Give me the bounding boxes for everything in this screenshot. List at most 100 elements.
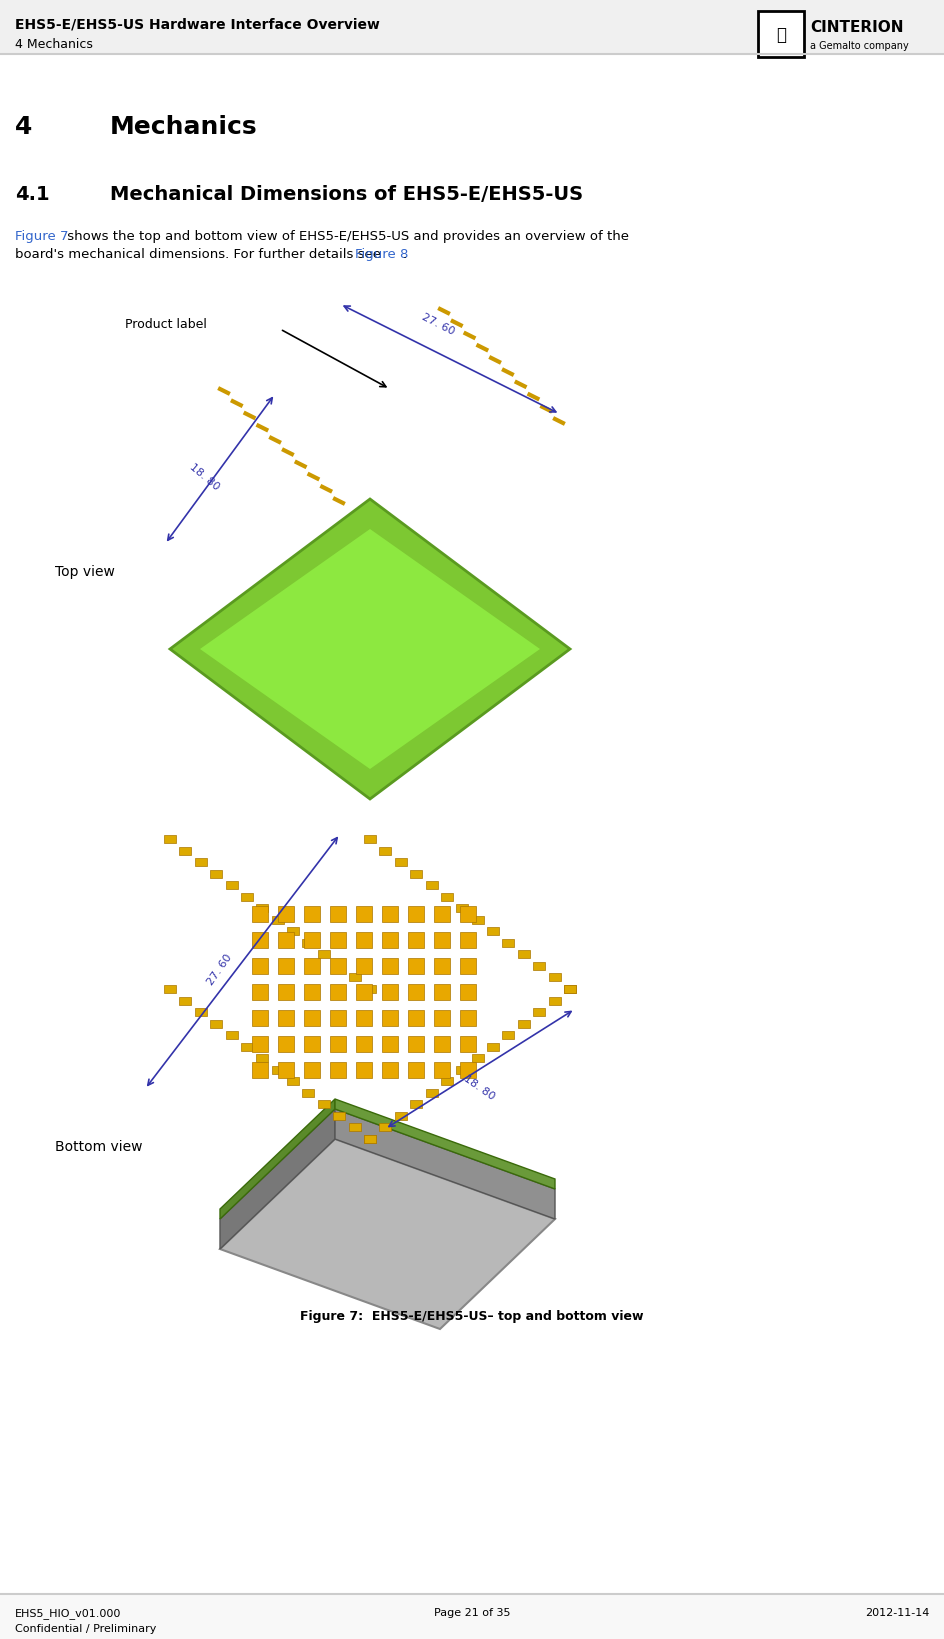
FancyBboxPatch shape xyxy=(548,974,560,982)
FancyBboxPatch shape xyxy=(317,951,329,959)
FancyBboxPatch shape xyxy=(425,882,437,890)
FancyBboxPatch shape xyxy=(517,1019,530,1028)
Text: Figure 7:  EHS5-E/EHS5-US– top and bottom view: Figure 7: EHS5-E/EHS5-US– top and bottom… xyxy=(300,1310,643,1323)
Text: 27. 60: 27. 60 xyxy=(419,311,456,336)
FancyBboxPatch shape xyxy=(304,933,320,949)
FancyBboxPatch shape xyxy=(329,933,346,949)
FancyBboxPatch shape xyxy=(287,1078,298,1085)
FancyBboxPatch shape xyxy=(356,906,372,923)
FancyBboxPatch shape xyxy=(395,859,406,867)
Text: 2012-11-14: 2012-11-14 xyxy=(865,1606,929,1618)
FancyBboxPatch shape xyxy=(278,1062,294,1078)
FancyBboxPatch shape xyxy=(329,959,346,975)
FancyBboxPatch shape xyxy=(333,962,345,970)
FancyBboxPatch shape xyxy=(433,906,449,923)
FancyBboxPatch shape xyxy=(252,985,268,1000)
Polygon shape xyxy=(334,1100,554,1190)
FancyBboxPatch shape xyxy=(564,985,576,993)
FancyBboxPatch shape xyxy=(433,1010,449,1026)
Text: board's mechanical dimensions. For further details see: board's mechanical dimensions. For furth… xyxy=(15,247,385,261)
FancyBboxPatch shape xyxy=(433,933,449,949)
FancyBboxPatch shape xyxy=(356,1010,372,1026)
FancyBboxPatch shape xyxy=(410,870,422,879)
FancyBboxPatch shape xyxy=(460,1010,476,1026)
FancyBboxPatch shape xyxy=(363,836,376,844)
FancyBboxPatch shape xyxy=(441,893,452,901)
FancyBboxPatch shape xyxy=(456,1065,468,1074)
FancyBboxPatch shape xyxy=(363,985,376,993)
Text: 4 Mechanics: 4 Mechanics xyxy=(15,38,93,51)
FancyBboxPatch shape xyxy=(408,985,424,1000)
FancyBboxPatch shape xyxy=(356,1062,372,1078)
FancyBboxPatch shape xyxy=(252,959,268,975)
FancyBboxPatch shape xyxy=(441,1078,452,1085)
FancyBboxPatch shape xyxy=(304,1010,320,1026)
FancyBboxPatch shape xyxy=(486,928,498,936)
FancyBboxPatch shape xyxy=(363,1136,376,1144)
FancyBboxPatch shape xyxy=(348,974,361,982)
FancyBboxPatch shape xyxy=(757,11,803,57)
Polygon shape xyxy=(220,1139,554,1329)
Text: 📶: 📶 xyxy=(775,26,785,44)
FancyBboxPatch shape xyxy=(194,1008,207,1016)
FancyBboxPatch shape xyxy=(164,985,176,993)
FancyBboxPatch shape xyxy=(408,959,424,975)
FancyBboxPatch shape xyxy=(329,1036,346,1052)
FancyBboxPatch shape xyxy=(348,1124,361,1133)
Text: Page 21 of 35: Page 21 of 35 xyxy=(433,1606,510,1618)
Bar xyxy=(0,1595,944,1639)
FancyBboxPatch shape xyxy=(363,1136,376,1144)
FancyBboxPatch shape xyxy=(287,928,298,936)
FancyBboxPatch shape xyxy=(471,1054,483,1062)
FancyBboxPatch shape xyxy=(381,985,397,1000)
FancyBboxPatch shape xyxy=(272,916,283,924)
FancyBboxPatch shape xyxy=(460,1062,476,1078)
FancyBboxPatch shape xyxy=(502,939,514,947)
FancyBboxPatch shape xyxy=(278,933,294,949)
FancyBboxPatch shape xyxy=(381,959,397,975)
FancyBboxPatch shape xyxy=(532,1008,545,1016)
FancyBboxPatch shape xyxy=(210,870,222,879)
Text: a Gemalto company: a Gemalto company xyxy=(809,41,908,51)
FancyBboxPatch shape xyxy=(532,962,545,970)
Text: Figure 7: Figure 7 xyxy=(15,229,68,243)
Polygon shape xyxy=(220,1110,334,1249)
FancyBboxPatch shape xyxy=(256,905,268,913)
FancyBboxPatch shape xyxy=(471,916,483,924)
Text: 18. 80: 18. 80 xyxy=(462,1074,497,1101)
FancyBboxPatch shape xyxy=(304,985,320,1000)
FancyBboxPatch shape xyxy=(460,933,476,949)
FancyBboxPatch shape xyxy=(460,985,476,1000)
Text: EHS5_HIO_v01.000: EHS5_HIO_v01.000 xyxy=(15,1606,121,1618)
Text: CINTERION: CINTERION xyxy=(809,20,902,36)
Text: 18. 80: 18. 80 xyxy=(188,461,221,492)
FancyBboxPatch shape xyxy=(379,1124,391,1133)
FancyBboxPatch shape xyxy=(379,847,391,856)
FancyBboxPatch shape xyxy=(302,939,314,947)
FancyBboxPatch shape xyxy=(256,1054,268,1062)
FancyBboxPatch shape xyxy=(278,959,294,975)
FancyBboxPatch shape xyxy=(408,933,424,949)
FancyBboxPatch shape xyxy=(356,1036,372,1052)
Text: Mechanical Dimensions of EHS5-E/EHS5-US: Mechanical Dimensions of EHS5-E/EHS5-US xyxy=(110,185,582,203)
Text: Figure 8: Figure 8 xyxy=(355,247,408,261)
FancyBboxPatch shape xyxy=(302,1090,314,1096)
Text: .: . xyxy=(402,247,407,261)
FancyBboxPatch shape xyxy=(329,1010,346,1026)
Text: 4.1: 4.1 xyxy=(15,185,50,203)
FancyBboxPatch shape xyxy=(517,951,530,959)
FancyBboxPatch shape xyxy=(381,1010,397,1026)
FancyBboxPatch shape xyxy=(408,906,424,923)
FancyBboxPatch shape xyxy=(194,859,207,867)
FancyBboxPatch shape xyxy=(329,1062,346,1078)
FancyBboxPatch shape xyxy=(408,1062,424,1078)
FancyBboxPatch shape xyxy=(333,1113,345,1119)
Text: 27. 60: 27. 60 xyxy=(205,952,233,987)
FancyBboxPatch shape xyxy=(304,906,320,923)
FancyBboxPatch shape xyxy=(304,959,320,975)
Text: EHS5-E/EHS5-US Hardware Interface Overview: EHS5-E/EHS5-US Hardware Interface Overvi… xyxy=(15,18,379,33)
Text: 4: 4 xyxy=(15,115,32,139)
FancyBboxPatch shape xyxy=(408,1036,424,1052)
FancyBboxPatch shape xyxy=(278,906,294,923)
FancyBboxPatch shape xyxy=(381,1062,397,1078)
